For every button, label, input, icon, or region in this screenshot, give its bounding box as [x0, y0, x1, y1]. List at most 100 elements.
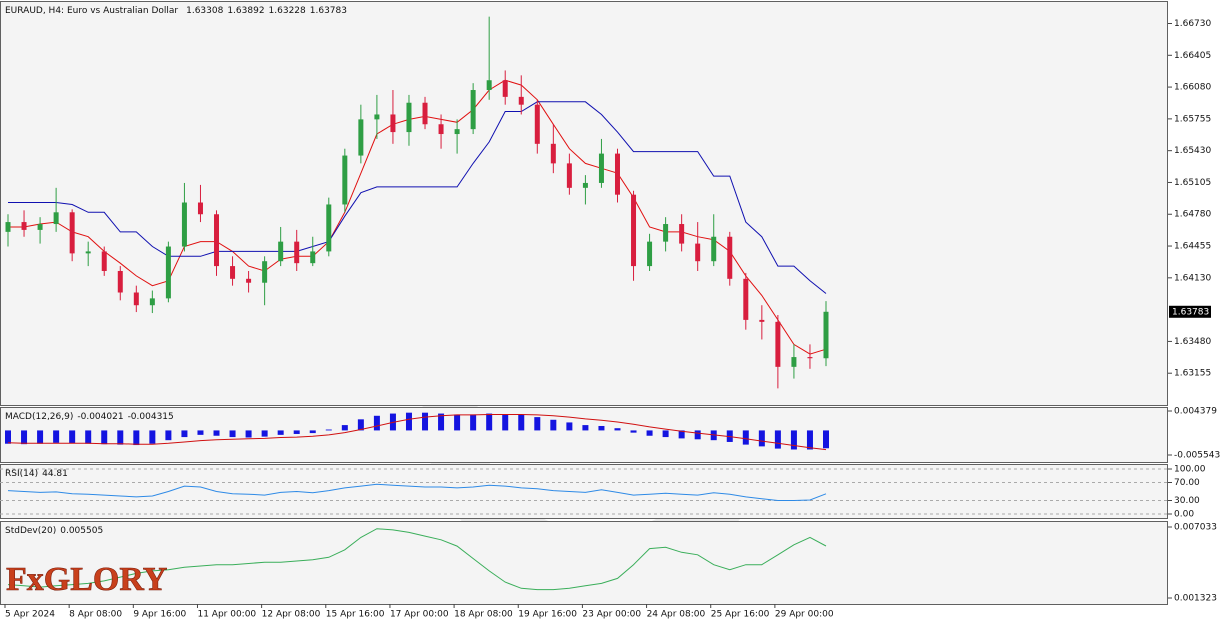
candle-body	[406, 102, 412, 133]
candle-body	[117, 270, 123, 293]
x-tick-label: 12 Apr 08:00	[262, 610, 321, 620]
macd-bar	[229, 430, 236, 438]
y-tick-label: 1.65755	[1174, 114, 1211, 124]
ohlc-value: 1.63308	[186, 6, 223, 16]
x-tick-label: 29 Apr 00:00	[775, 610, 834, 620]
macd-bar	[149, 430, 156, 444]
panel	[0, 521, 1168, 605]
macd-bar	[694, 430, 701, 440]
y-tick-label: 1.65105	[1174, 178, 1211, 188]
candle-body	[647, 241, 653, 267]
macd-bar	[774, 430, 781, 449]
candle-body	[197, 202, 203, 215]
candle-body	[470, 90, 476, 130]
macd-bar	[758, 430, 765, 447]
y-tick-label: 0.004379	[1174, 406, 1217, 416]
candle-body	[21, 222, 27, 230]
candle-body	[165, 246, 171, 299]
macd-bar	[293, 430, 300, 434]
macd-bar	[21, 430, 28, 445]
macd-bar	[213, 430, 220, 436]
candle-body	[262, 261, 268, 283]
macd-bar	[422, 412, 429, 431]
x-tick-label: 11 Apr 00:00	[197, 610, 256, 620]
candle-body	[326, 204, 332, 252]
y-tick-label: 1.64780	[1174, 210, 1211, 220]
candle-body	[310, 251, 316, 264]
macd-bar	[357, 419, 364, 431]
macd-bar	[630, 430, 637, 433]
macd-bar	[790, 430, 797, 450]
y-tick-label: 1.65430	[1174, 146, 1211, 156]
candle-body	[214, 214, 220, 267]
macd-bar	[53, 430, 60, 443]
x-tick-label: 5 Apr 2024	[5, 610, 55, 620]
panel-title: StdDev(20) 0.005505	[5, 526, 103, 536]
macd-bar	[133, 430, 140, 446]
candle-body	[486, 80, 492, 91]
macd-bar	[823, 430, 829, 449]
last-value: 0.005505	[60, 526, 103, 536]
price-marker-label: 1.63783	[1172, 307, 1209, 317]
candle-body	[101, 251, 107, 271]
candle-body	[743, 278, 749, 320]
panel	[0, 407, 1168, 463]
macd-bar	[341, 425, 348, 431]
candle-body	[390, 114, 396, 133]
panel-title: EURAUD, H4: Euro vs Australian Dollar 1.6…	[5, 6, 347, 16]
ohlc-value: 1.63228	[269, 6, 306, 16]
x-tick-label: 24 Apr 08:00	[647, 610, 706, 620]
macd-bar	[261, 430, 268, 437]
macd-bar	[454, 414, 461, 431]
y-tick-label: 1.63480	[1174, 337, 1211, 347]
macd-bar	[181, 430, 188, 438]
candle-body	[69, 212, 75, 254]
candle-body	[663, 224, 669, 242]
y-tick-label: 1.63155	[1174, 369, 1211, 379]
title-text: RSI(14)	[5, 469, 38, 479]
candle-body	[598, 153, 604, 183]
macd-bar	[486, 413, 493, 431]
candle-body	[53, 212, 59, 225]
macd-bar	[614, 428, 621, 431]
y-tick-label: 1.66730	[1174, 19, 1211, 29]
macd-bar	[518, 414, 525, 431]
y-tick-label: 70.00	[1174, 478, 1200, 488]
brand-logo: FxGLORY	[6, 561, 167, 598]
x-tick-label: 8 Apr 08:00	[69, 610, 122, 620]
y-tick-label: 1.64455	[1174, 242, 1211, 252]
macd-bar	[373, 415, 380, 431]
macd-bar	[165, 430, 172, 441]
macd-bar	[325, 429, 332, 431]
macd-bar	[37, 430, 44, 444]
candle-body	[438, 124, 444, 135]
y-tick-label: -0.005543	[1174, 451, 1220, 461]
x-tick-label: 18 Apr 08:00	[454, 610, 513, 620]
candle-body	[278, 241, 284, 262]
macd-bar	[245, 430, 252, 438]
candle-body	[37, 224, 43, 230]
candle-body	[518, 96, 524, 105]
macd-bar	[438, 413, 445, 431]
title-text: MACD(12,26,9)	[5, 412, 73, 422]
macd-bar	[662, 430, 669, 438]
panel-title: MACD(12,26,9) -0.004021 -0.004315	[5, 412, 174, 422]
macd-value: -0.004021	[77, 412, 123, 422]
signal-line	[7, 414, 827, 451]
candle-body	[342, 155, 348, 205]
macd-bar	[69, 430, 76, 444]
macd-bar	[582, 425, 589, 431]
x-tick-label: 23 Apr 00:00	[582, 610, 641, 620]
candle-body	[246, 278, 252, 283]
candle-body	[807, 357, 813, 359]
macd-bar	[806, 430, 813, 450]
macd-bar	[470, 414, 477, 431]
panel-title: RSI(14) 44.81	[5, 469, 68, 479]
macd-bar	[502, 414, 509, 431]
candle-body	[791, 357, 797, 367]
macd-bar	[309, 430, 316, 434]
panel	[0, 1, 1168, 406]
indicator-line	[8, 79, 827, 355]
candle-body	[727, 236, 733, 279]
